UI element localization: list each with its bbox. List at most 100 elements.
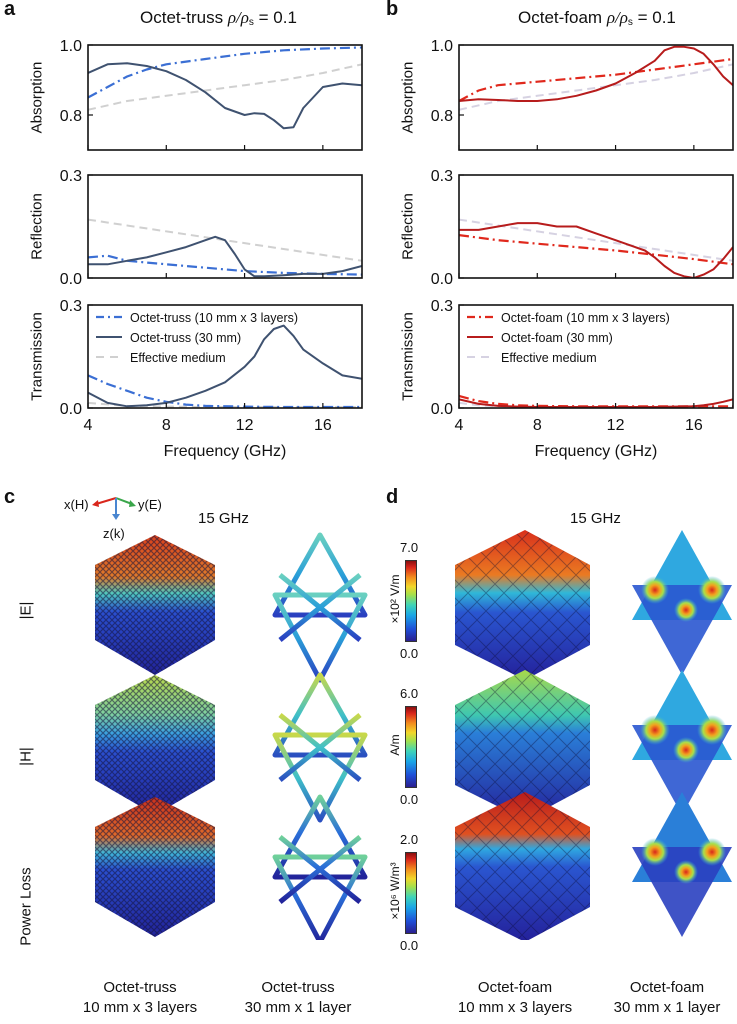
- series-dashdot-a: [88, 254, 362, 276]
- colorbar-e-min: 0.0: [400, 646, 419, 661]
- y-axis-arrow: [115, 497, 133, 505]
- panel-a-title: Octet-truss ρ/ρs = 0.1: [140, 8, 297, 28]
- foam-layers-h-field: [455, 670, 590, 820]
- y-tick-label: 0.3: [431, 168, 453, 185]
- y-tick-label: 0.0: [60, 401, 82, 418]
- caption-foam-single: Octet-foam 30 mm x 1 layer: [598, 978, 736, 1018]
- x-tick-label: 4: [455, 417, 464, 434]
- x-tick-label: 12: [236, 417, 254, 434]
- plot-frame: [87, 44, 363, 151]
- subplot-b-reflection: [458, 174, 734, 279]
- x-tick-label: 16: [685, 417, 703, 434]
- colorbar-h-field: [405, 706, 417, 788]
- panel-a-letter: a: [4, 0, 16, 20]
- plot-frame: [458, 44, 734, 151]
- truss-layers-h-field: [95, 675, 215, 815]
- y-axis-label: Reflection: [28, 193, 45, 260]
- row-label-h-field: |H|: [17, 747, 35, 766]
- plot-frame: [458, 304, 734, 409]
- x-axis-label: Frequency (GHz): [164, 443, 287, 460]
- foam-single-h-field: [632, 670, 732, 815]
- caption-line1: Octet-truss: [103, 979, 177, 996]
- truss-single-power-loss: [272, 794, 368, 940]
- y-axis-label: Transmission: [399, 312, 416, 401]
- plot-frame: [87, 174, 363, 279]
- foam-single-power-loss: [632, 792, 732, 937]
- caption-line2: 10 mm x 3 layers: [82, 999, 198, 1016]
- axes-triad-arrows: [92, 497, 136, 520]
- density-ratio-sub: s: [248, 17, 254, 28]
- foam-layers-power-loss: [455, 792, 590, 940]
- series-dashed-b: [459, 63, 733, 111]
- y-tick-label: 0.0: [431, 271, 453, 288]
- colorbar-h-max: 6.0: [400, 686, 419, 701]
- z-axis-arrowhead-icon: [112, 514, 120, 520]
- series-solid-a: [88, 235, 362, 278]
- subplot-b-transmission: [458, 304, 734, 409]
- series-solid-b: [459, 45, 733, 102]
- panel-b-title-text: Octet-foam: [518, 8, 607, 27]
- y-axis-label: Reflection: [399, 193, 416, 260]
- line-charts: 0.8 1.0 Absorption 0.0 0.3 Reflection 0.0 0.3 Tr…: [28, 38, 734, 460]
- colorbar-e-field: [405, 560, 417, 642]
- row-label-e-field: |E|: [17, 601, 35, 620]
- caption-truss-single: Octet-truss 30 mm x 1 layer: [228, 978, 368, 1018]
- colorbar-h-min: 0.0: [400, 792, 419, 807]
- legend-label: Octet-foam (10 mm x 3 layers): [501, 311, 670, 325]
- panel-d-letter: d: [386, 486, 399, 508]
- y-tick-label: 0.3: [60, 168, 82, 185]
- x-tick-label: 16: [314, 417, 332, 434]
- density-ratio: ρ/ρ: [227, 8, 249, 27]
- y-tick-label: 0.8: [431, 108, 453, 125]
- x-axis-label: x(H): [64, 497, 89, 512]
- panel-c-letter: c: [4, 486, 16, 508]
- foam-single-e-field: [632, 530, 732, 675]
- caption-line1: Octet-foam: [629, 979, 705, 996]
- colorbar-e-unit: ×10² V/m: [388, 574, 402, 624]
- subplot-a-absorption: [87, 44, 363, 151]
- series-dashdot-b: [459, 394, 733, 408]
- panel-b-title: Octet-foam ρ/ρs = 0.1: [518, 8, 676, 28]
- legend-label: Effective medium: [130, 351, 226, 365]
- y-tick-label: 0.3: [431, 298, 453, 315]
- axes-triad: x(H) y(E) z(k): [64, 497, 162, 541]
- panel-c-renderings: [95, 532, 368, 940]
- panel-d-renderings: [455, 530, 732, 940]
- legend-label: Octet-truss (10 mm x 3 layers): [130, 311, 298, 325]
- series-solid-a: [88, 324, 362, 408]
- y-axis-label: Absorption: [28, 62, 45, 134]
- legend-label: Octet-foam (30 mm): [501, 331, 613, 345]
- y-tick-label: 0.8: [60, 108, 82, 125]
- series-dashdot-b: [459, 57, 733, 102]
- x-tick-label: 8: [162, 417, 171, 434]
- series-dashed-a: [88, 63, 362, 111]
- y-axis-label: y(E): [138, 497, 162, 512]
- y-axis-label: Absorption: [399, 62, 416, 134]
- y-tick-label: 1.0: [431, 38, 453, 55]
- panel-a-title-text: Octet-truss: [140, 8, 228, 27]
- panel-a-title-value: = 0.1: [253, 8, 297, 27]
- subplot-b-absorption: [458, 44, 734, 151]
- row-label-power-loss: Power Loss: [17, 867, 35, 946]
- subplot-a-transmission: [87, 304, 363, 409]
- colorbar-p-max: 2.0: [400, 832, 419, 847]
- caption-foam-layers: Octet-foam 10 mm x 3 layers: [440, 978, 590, 1018]
- series-dashed-a: [88, 218, 362, 262]
- x-tick-label: 12: [607, 417, 625, 434]
- z-axis-label: z(k): [103, 526, 125, 541]
- caption-line2: 30 mm x 1 layer: [613, 999, 721, 1016]
- colorbar-power-loss: [405, 852, 417, 934]
- truss-single-h-field: [272, 672, 368, 823]
- panel-b-letter: b: [386, 0, 399, 20]
- series-dashed-b: [459, 218, 733, 262]
- series-dashdot-a: [88, 46, 362, 99]
- density-ratio: ρ/ρ: [606, 8, 628, 27]
- panel-b-title-value: = 0.1: [632, 8, 676, 27]
- x-tick-label: 4: [84, 417, 93, 434]
- x-tick-label: 8: [533, 417, 542, 434]
- y-tick-label: 0.3: [60, 298, 82, 315]
- plot-frame: [87, 304, 363, 409]
- colorbar-p-unit: ×10⁶ W/m³: [388, 862, 402, 920]
- panel-c-frequency: 15 GHz: [198, 510, 249, 527]
- legend-label: Effective medium: [501, 351, 597, 365]
